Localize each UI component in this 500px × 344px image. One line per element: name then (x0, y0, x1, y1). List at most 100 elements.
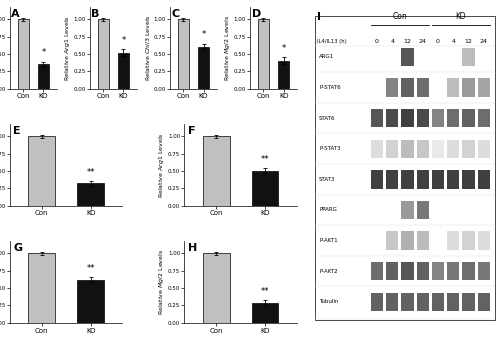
Bar (478, 78, 490, 97)
Bar (402, 78, 413, 97)
Bar (447, 170, 460, 189)
Text: *: * (282, 44, 286, 53)
Bar (447, 262, 460, 280)
Bar (478, 140, 490, 158)
Bar (402, 109, 413, 127)
Bar (98, 19, 109, 89)
Bar (402, 140, 413, 158)
Text: C: C (172, 9, 179, 19)
Bar (252, 303, 278, 323)
Bar (432, 292, 444, 311)
Text: 24: 24 (480, 39, 488, 44)
Bar (371, 170, 383, 189)
Text: G: G (14, 243, 22, 253)
Bar (462, 48, 474, 66)
Text: 0: 0 (375, 39, 379, 44)
Bar (416, 140, 429, 158)
Bar (447, 232, 460, 250)
Text: 12: 12 (464, 39, 472, 44)
Bar (478, 170, 490, 189)
Bar (462, 232, 474, 250)
Y-axis label: Relative $\it{Mgl2}$ Levels: Relative $\it{Mgl2}$ Levels (157, 249, 166, 315)
Text: Tubulin: Tubulin (319, 299, 338, 304)
Text: P-STAT6: P-STAT6 (319, 85, 340, 90)
Bar (478, 292, 490, 311)
Bar (447, 109, 460, 127)
Bar (371, 109, 383, 127)
Bar (38, 64, 49, 89)
Bar (402, 170, 413, 189)
Text: H: H (188, 243, 197, 253)
Text: 12: 12 (404, 39, 411, 44)
Bar (432, 262, 444, 280)
Bar (402, 262, 413, 280)
Text: P-AKT1: P-AKT1 (319, 238, 338, 243)
Bar (198, 47, 209, 89)
Text: **: ** (86, 264, 95, 273)
Bar (462, 140, 474, 158)
Bar (386, 109, 398, 127)
Bar (371, 292, 383, 311)
Text: A: A (12, 9, 20, 19)
Bar (432, 170, 444, 189)
Bar (432, 109, 444, 127)
Bar (386, 232, 398, 250)
Bar (447, 292, 460, 311)
Bar (416, 78, 429, 97)
Text: F: F (188, 126, 196, 136)
Text: ARG1: ARG1 (319, 54, 334, 60)
Text: *: * (122, 36, 126, 45)
Bar (77, 183, 104, 206)
Text: 24: 24 (418, 39, 426, 44)
Text: PPARG: PPARG (319, 207, 337, 213)
Bar (77, 280, 104, 323)
Bar (178, 19, 189, 89)
Bar (371, 140, 383, 158)
Bar (447, 140, 460, 158)
Y-axis label: Relative $\it{Arg1}$ Levels: Relative $\it{Arg1}$ Levels (62, 15, 72, 81)
Bar (386, 78, 398, 97)
Text: I: I (318, 12, 322, 22)
Text: P-AKT2: P-AKT2 (319, 269, 338, 273)
Bar (416, 109, 429, 127)
Text: IL4/IL13 (h): IL4/IL13 (h) (318, 39, 347, 44)
Bar (278, 61, 289, 89)
Text: STAT3: STAT3 (319, 177, 336, 182)
Bar (447, 78, 460, 97)
Bar (386, 262, 398, 280)
Bar (202, 136, 230, 206)
Bar (402, 201, 413, 219)
Text: *: * (202, 30, 205, 40)
Text: KO: KO (456, 12, 466, 21)
Y-axis label: Relative $\it{Arg1}$ Levels: Relative $\it{Arg1}$ Levels (157, 132, 166, 198)
Bar (371, 262, 383, 280)
Bar (478, 262, 490, 280)
Bar (386, 170, 398, 189)
Bar (416, 292, 429, 311)
Bar (402, 292, 413, 311)
Bar (28, 254, 55, 323)
Text: **: ** (261, 287, 270, 295)
Bar (416, 262, 429, 280)
Text: B: B (92, 9, 100, 19)
Bar (28, 136, 55, 206)
Bar (462, 78, 474, 97)
Y-axis label: Relative $\it{Mgl2}$ Levels: Relative $\it{Mgl2}$ Levels (222, 15, 232, 81)
Bar (402, 48, 413, 66)
Bar (386, 292, 398, 311)
Text: STAT6: STAT6 (319, 116, 336, 121)
Text: 4: 4 (452, 39, 456, 44)
Text: **: ** (86, 168, 95, 177)
Bar (118, 53, 129, 89)
Bar (258, 19, 269, 89)
Bar (416, 170, 429, 189)
Bar (462, 292, 474, 311)
Text: P-STAT3: P-STAT3 (319, 146, 340, 151)
Bar (402, 232, 413, 250)
Bar (462, 262, 474, 280)
Text: D: D (252, 9, 261, 19)
Bar (202, 254, 230, 323)
Text: E: E (14, 126, 21, 136)
Bar (462, 109, 474, 127)
Bar (462, 170, 474, 189)
